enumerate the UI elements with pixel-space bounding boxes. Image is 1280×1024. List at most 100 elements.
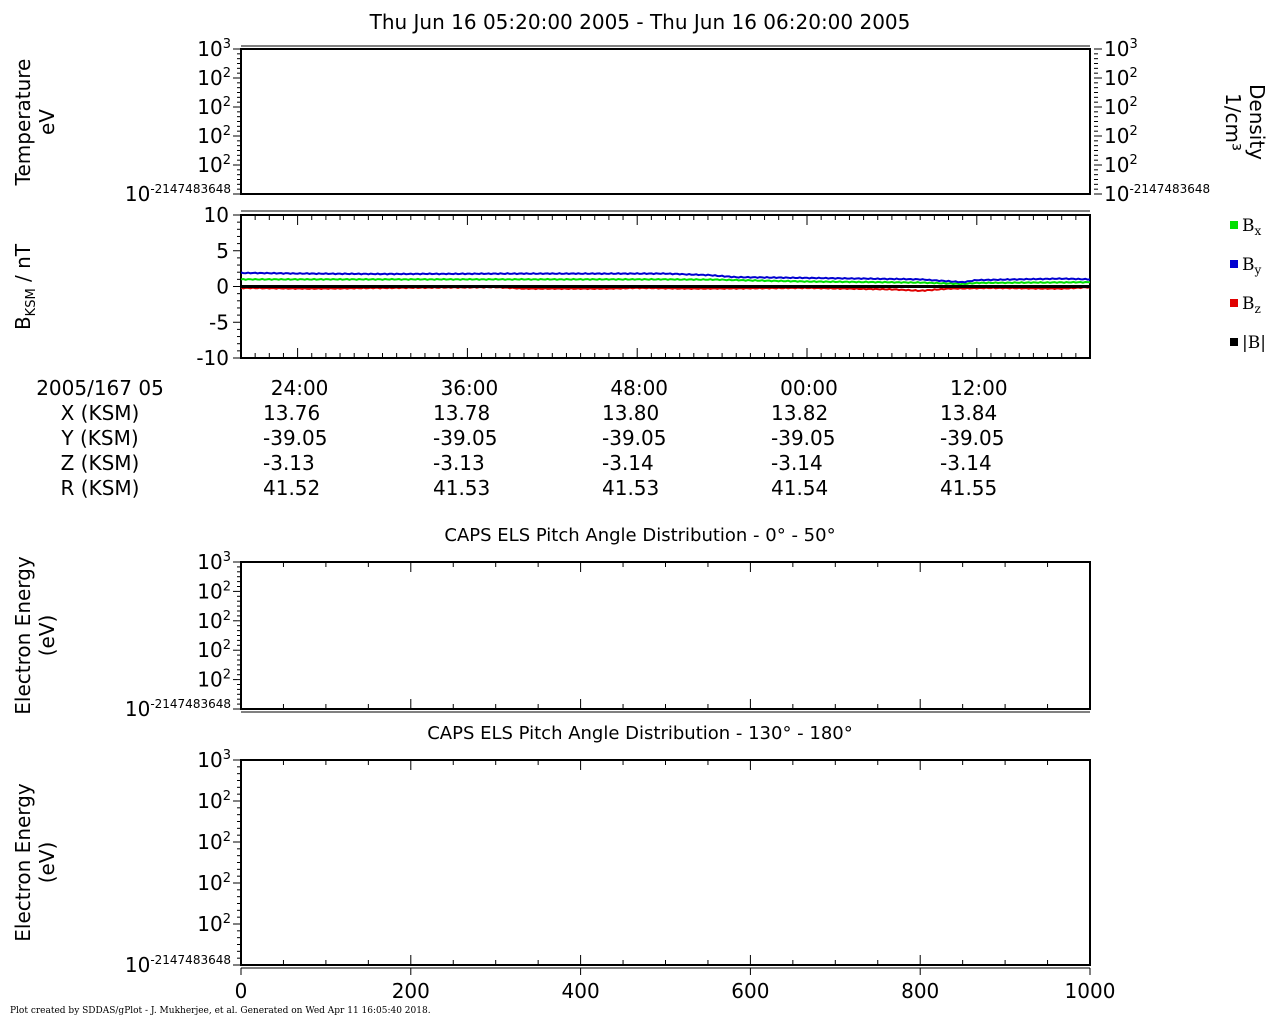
- b-axis-label-unit: / nT: [11, 243, 35, 288]
- y-tick-label: -10: [196, 346, 229, 370]
- panel-frame: [240, 759, 1091, 966]
- y-tick-label: 103: [197, 550, 231, 574]
- electron-energy-axis-label: Electron Energy(eV): [11, 556, 59, 715]
- temperature-axis-label: TemperatureeV: [11, 59, 59, 187]
- legend-entry: By: [1242, 255, 1262, 277]
- y-tick-label: 103: [197, 748, 231, 772]
- legend-sub: x: [1255, 224, 1262, 238]
- legend-swatch: [1230, 299, 1238, 307]
- series-line-bx: [241, 277, 1090, 286]
- x-tick-label: 12:00: [950, 376, 1008, 400]
- ephemeris-value: -39.05: [602, 426, 666, 450]
- b-axis-label: BKSM / nT: [11, 243, 39, 330]
- electron-energy-axis-label-line: Electron Energy: [11, 556, 35, 715]
- plot-title: Thu Jun 16 05:20:00 2005 - Thu Jun 16 06…: [369, 10, 911, 34]
- y-tick-label: 103: [1104, 37, 1138, 61]
- temperature-axis-label-line: Temperature: [11, 59, 35, 187]
- els-panel-title: CAPS ELS Pitch Angle Distribution - 130°…: [427, 723, 853, 744]
- x-tick-label: 1000: [1065, 979, 1116, 1003]
- ephemeris-value: 41.53: [602, 476, 659, 500]
- legend-sub: y: [1254, 263, 1262, 277]
- legend-entry: Bz: [1242, 294, 1261, 316]
- ephemeris-value: -3.14: [771, 451, 823, 475]
- electron-energy-axis-label-line: (eV): [35, 842, 59, 884]
- b-axis-label-main: B: [11, 316, 35, 330]
- y-tick-label: 0: [216, 275, 229, 299]
- temperature-axis-label-line: eV: [35, 109, 59, 135]
- y-tick-label: 102: [197, 153, 231, 177]
- ephemeris-row-label: X (KSM): [61, 401, 140, 425]
- ephemeris-row-label: Z (KSM): [61, 451, 140, 475]
- ephemeris-value: -3.13: [433, 451, 485, 475]
- ephemeris-value: 41.55: [940, 476, 997, 500]
- y-tick-label: 10-2147483648: [125, 697, 231, 721]
- y-tick-label: 102: [197, 912, 231, 936]
- ephemeris-value: 13.84: [940, 401, 997, 425]
- x-tick-label: 800: [901, 979, 939, 1003]
- electron-energy-axis-label-line: Electron Energy: [11, 783, 35, 942]
- x-tick-label: 200: [392, 979, 430, 1003]
- y-tick-label: 102: [197, 95, 231, 119]
- y-tick-label: 102: [1104, 124, 1138, 148]
- x-tick-label: 36:00: [441, 376, 499, 400]
- legend-swatch: [1230, 338, 1238, 346]
- y-tick-label: 102: [197, 66, 231, 90]
- x-tick-label: 600: [731, 979, 769, 1003]
- ephemeris-value: -39.05: [433, 426, 497, 450]
- legend-swatch: [1230, 260, 1238, 268]
- density-axis-label-line: 1/cm³: [1221, 93, 1245, 151]
- y-tick-label: 102: [197, 609, 231, 633]
- b-axis-label-sub: KSM: [24, 288, 39, 316]
- y-tick-label: 10: [204, 203, 229, 227]
- y-tick-label: 102: [197, 871, 231, 895]
- x-tick-label: 24:00: [271, 376, 329, 400]
- ephemeris-date-label: 2005/167 05: [36, 376, 164, 400]
- ephemeris-value: 13.82: [771, 401, 828, 425]
- ephemeris-value: 41.52: [263, 476, 320, 500]
- electron-energy-axis-label-line: (eV): [35, 615, 59, 657]
- ephemeris-row-label: R (KSM): [61, 476, 140, 500]
- x-tick-label: 00:00: [780, 376, 838, 400]
- legend-entry: Bx: [1242, 216, 1262, 238]
- y-tick-label: 102: [197, 789, 231, 813]
- ephemeris-value: -39.05: [771, 426, 835, 450]
- ephemeris-value: 41.53: [433, 476, 490, 500]
- electron-energy-axis-label: Electron Energy(eV): [11, 783, 59, 942]
- ephemeris-value: 13.76: [263, 401, 320, 425]
- legend-entry: |B|: [1242, 333, 1266, 353]
- legend-swatch: [1230, 221, 1238, 229]
- ephemeris-value: -39.05: [940, 426, 1004, 450]
- x-tick-label: 0: [235, 979, 248, 1003]
- els-panel-2: CAPS ELS Pitch Angle Distribution - 0° -…: [11, 525, 1091, 721]
- ephemeris-value: -3.14: [940, 451, 992, 475]
- y-tick-label: 5: [216, 239, 229, 263]
- panels-layer: 10310210210210210-2147483648103102102102…: [11, 37, 1269, 1003]
- x-tick-label: 48:00: [610, 376, 668, 400]
- y-tick-label: 10-2147483648: [125, 953, 231, 977]
- y-tick-label: 102: [197, 579, 231, 603]
- y-tick-label: 102: [197, 668, 231, 692]
- ephemeris-value: 13.78: [433, 401, 490, 425]
- legend-name: B: [1242, 216, 1255, 236]
- series-line-by: [241, 271, 1090, 284]
- ephemeris-value: 41.54: [771, 476, 828, 500]
- density-axis-label-line: Density: [1245, 84, 1269, 160]
- density-axis-label: Density1/cm³: [1221, 84, 1269, 160]
- legend-sub: z: [1255, 302, 1261, 316]
- y-tick-label: 102: [1104, 95, 1138, 119]
- ephemeris-row-label: Y (KSM): [60, 426, 138, 450]
- ephemeris-value: -3.14: [602, 451, 654, 475]
- els-panel-title: CAPS ELS Pitch Angle Distribution - 0° -…: [444, 525, 835, 546]
- y-tick-label: 102: [197, 638, 231, 662]
- y-tick-label: 102: [1104, 153, 1138, 177]
- legend-name: |B|: [1242, 333, 1266, 353]
- footer-credit: Plot created by SDDAS/gPlot - J. Mukherj…: [10, 1006, 431, 1016]
- ephemeris-value: -3.13: [263, 451, 315, 475]
- ephemeris-table: 2005/167 05X (KSM) 13.76 13.78 13.80 13.82 13…: [36, 376, 1004, 500]
- ephemeris-value: -39.05: [263, 426, 327, 450]
- legend-name: B: [1242, 294, 1255, 314]
- y-tick-label: 103: [197, 37, 231, 61]
